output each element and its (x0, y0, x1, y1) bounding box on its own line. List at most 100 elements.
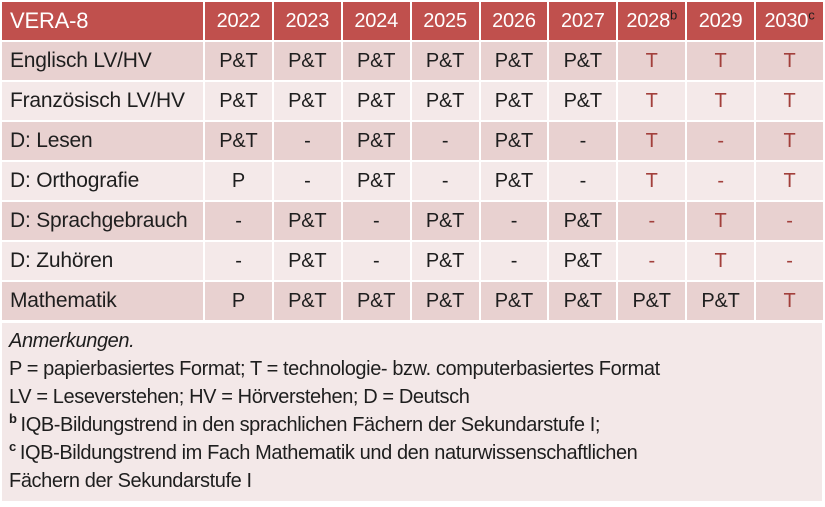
value-cell: P&T (480, 122, 548, 160)
value-cell: P&T (273, 202, 341, 240)
value-cell: - (618, 202, 686, 240)
value-cell: P&T (411, 242, 479, 280)
year-header-cell: 2025 (411, 2, 479, 40)
year-header-cell: 2028b (618, 2, 686, 40)
value-cell: P&T (687, 282, 754, 320)
footnote-marker: c (9, 439, 16, 455)
table-body: Englisch LV/HV P&T P&T P&T P&T P&T P&T T T T Franz… (2, 42, 823, 320)
value-cell: P&T (205, 42, 272, 80)
value-cell: - (273, 122, 341, 160)
row-label-cell: Französisch LV/HV (2, 82, 203, 120)
value-cell: - (411, 162, 479, 200)
value-cell: P&T (411, 282, 479, 320)
table-row: D: Zuhören - P&T - P&T - P&T - T - (2, 242, 823, 280)
value-cell: - (618, 242, 686, 280)
legend-line-formats: P = papierbasiertes Format; T = technolo… (9, 358, 660, 380)
table-row: D: Orthografie P - P&T - P&T - T - T (2, 162, 823, 200)
value-cell: P&T (549, 42, 617, 80)
footnote-line: Fächern der Sekundarstufe I (9, 470, 252, 492)
value-cell: - (411, 122, 479, 160)
row-label-cell: D: Sprachgebrauch (2, 202, 203, 240)
value-cell: P&T (342, 282, 410, 320)
value-cell: T (687, 202, 754, 240)
table-row: D: Sprachgebrauch - P&T - P&T - P&T - T - (2, 202, 823, 240)
value-cell: P&T (549, 202, 617, 240)
table-title-cell: VERA-8 (2, 2, 203, 40)
value-cell: P&T (618, 282, 686, 320)
value-cell: P&T (480, 42, 548, 80)
value-cell: P&T (273, 82, 341, 120)
value-cell: P&T (273, 282, 341, 320)
year-header-cell: 2026 (480, 2, 548, 40)
value-cell: P&T (205, 82, 272, 120)
value-cell: T (756, 82, 823, 120)
legend-line-abbreviations: LV = Leseverstehen; HV = Hörverstehen; D… (9, 386, 470, 408)
value-cell: - (342, 242, 410, 280)
vera8-format-table: VERA-8 2022 2023 2024 2025 2026 2027 2028b 2029… (2, 2, 823, 320)
value-cell: P&T (342, 82, 410, 120)
value-cell: P&T (273, 242, 341, 280)
value-cell: P&T (480, 162, 548, 200)
value-cell: T (618, 42, 686, 80)
value-cell: - (549, 122, 617, 160)
notes-heading: Anmerkungen. (9, 330, 135, 352)
year-superscript: b (670, 6, 678, 22)
value-cell: - (549, 162, 617, 200)
year-header-cell: 2029 (687, 2, 754, 40)
year-superscript: c (808, 6, 815, 22)
value-cell: T (756, 282, 823, 320)
value-cell: - (342, 202, 410, 240)
value-cell: T (618, 162, 686, 200)
footnote-line: b IQB-Bildungstrend in den sprachlichen F… (9, 411, 601, 436)
value-cell: P (205, 162, 272, 200)
row-label-cell: Mathematik (2, 282, 203, 320)
year-header-cell: 2027 (549, 2, 617, 40)
value-cell: - (273, 162, 341, 200)
notes-section: Anmerkungen. P = papierbasiertes Format;… (2, 323, 822, 501)
row-label-cell: D: Zuhören (2, 242, 203, 280)
row-label-cell: D: Orthografie (2, 162, 203, 200)
value-cell: T (756, 122, 823, 160)
value-cell: P&T (411, 42, 479, 80)
value-cell: T (687, 82, 754, 120)
row-label-cell: Englisch LV/HV (2, 42, 203, 80)
year-header-cell: 2024 (342, 2, 410, 40)
value-cell: - (756, 242, 823, 280)
value-cell: - (756, 202, 823, 240)
value-cell: P&T (480, 82, 548, 120)
table-row: Französisch LV/HV P&T P&T P&T P&T P&T P&T T T T (2, 82, 823, 120)
value-cell: P&T (342, 162, 410, 200)
table-row: D: Lesen P&T - P&T - P&T - T - T (2, 122, 823, 160)
year-header-cell: 2023 (273, 2, 341, 40)
footnote-line: c IQB-Bildungstrend im Fach Mathematik un… (9, 439, 638, 464)
value-cell: P&T (342, 42, 410, 80)
value-cell: T (687, 242, 754, 280)
footnote-marker: b (9, 411, 17, 427)
year-header-cell: 2022 (205, 2, 272, 40)
value-cell: - (480, 242, 548, 280)
value-cell: - (205, 242, 272, 280)
value-cell: P&T (549, 242, 617, 280)
value-cell: T (756, 42, 823, 80)
year-header-cell: 2030c (756, 2, 823, 40)
value-cell: T (618, 122, 686, 160)
value-cell: T (618, 82, 686, 120)
value-cell: - (687, 122, 754, 160)
value-cell: - (205, 202, 272, 240)
value-cell: P&T (549, 82, 617, 120)
value-cell: - (480, 202, 548, 240)
value-cell: P&T (411, 82, 479, 120)
header-row: VERA-8 2022 2023 2024 2025 2026 2027 2028b 2029… (2, 2, 823, 40)
table-row: Mathematik P P&T P&T P&T P&T P&T P&T P&T T (2, 282, 823, 320)
table-row: Englisch LV/HV P&T P&T P&T P&T P&T P&T T T T (2, 42, 823, 80)
value-cell: P (205, 282, 272, 320)
value-cell: P&T (273, 42, 341, 80)
row-label-cell: D: Lesen (2, 122, 203, 160)
value-cell: P&T (549, 282, 617, 320)
value-cell: P&T (480, 282, 548, 320)
value-cell: T (756, 162, 823, 200)
value-cell: P&T (342, 122, 410, 160)
value-cell: T (687, 42, 754, 80)
footnotes-block: b IQB-Bildungstrend in den sprachlichen F… (9, 411, 812, 495)
value-cell: P&T (205, 122, 272, 160)
